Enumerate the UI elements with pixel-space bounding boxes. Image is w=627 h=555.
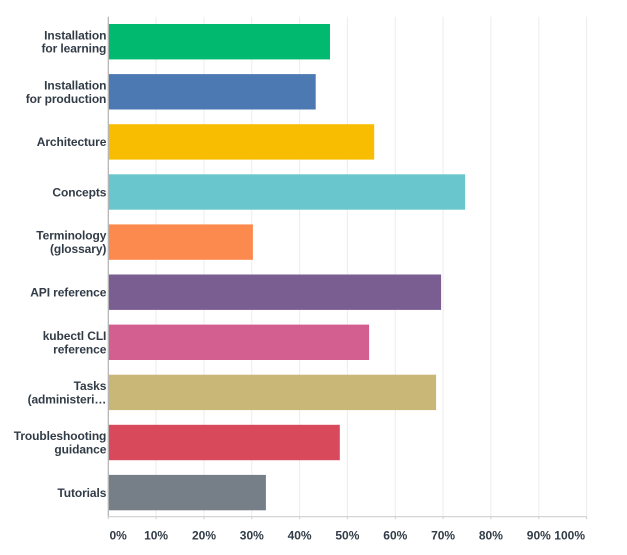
svg-text:Terminology: Terminology [36, 229, 106, 243]
svg-text:Troubleshooting: Troubleshooting [14, 429, 107, 443]
svg-text:for production: for production [26, 92, 107, 106]
svg-text:Tasks: Tasks [74, 379, 107, 393]
svg-text:50%: 50% [335, 528, 359, 542]
svg-text:reference: reference [53, 342, 107, 356]
svg-text:Tutorials: Tutorials [57, 486, 106, 500]
svg-text:90%: 90% [527, 528, 551, 542]
svg-text:40%: 40% [288, 528, 312, 542]
svg-text:80%: 80% [479, 528, 503, 542]
svg-text:30%: 30% [240, 528, 264, 542]
svg-text:10%: 10% [144, 528, 168, 542]
svg-text:70%: 70% [431, 528, 455, 542]
svg-text:60%: 60% [383, 528, 407, 542]
svg-text:Installation: Installation [44, 78, 106, 92]
svg-text:Concepts: Concepts [52, 185, 106, 199]
svg-text:100%: 100% [554, 528, 585, 542]
svg-text:for learning: for learning [41, 42, 106, 56]
svg-text:guidance: guidance [54, 443, 106, 457]
svg-text:0%: 0% [110, 528, 128, 542]
svg-text:API reference: API reference [30, 286, 106, 300]
svg-text:(glossary): (glossary) [50, 242, 106, 256]
svg-text:(administeri…: (administeri… [28, 392, 107, 406]
svg-text:20%: 20% [192, 528, 216, 542]
svg-text:kubectl CLI: kubectl CLI [43, 329, 107, 343]
svg-text:Installation: Installation [44, 28, 106, 42]
svg-text:Architecture: Architecture [37, 135, 107, 149]
